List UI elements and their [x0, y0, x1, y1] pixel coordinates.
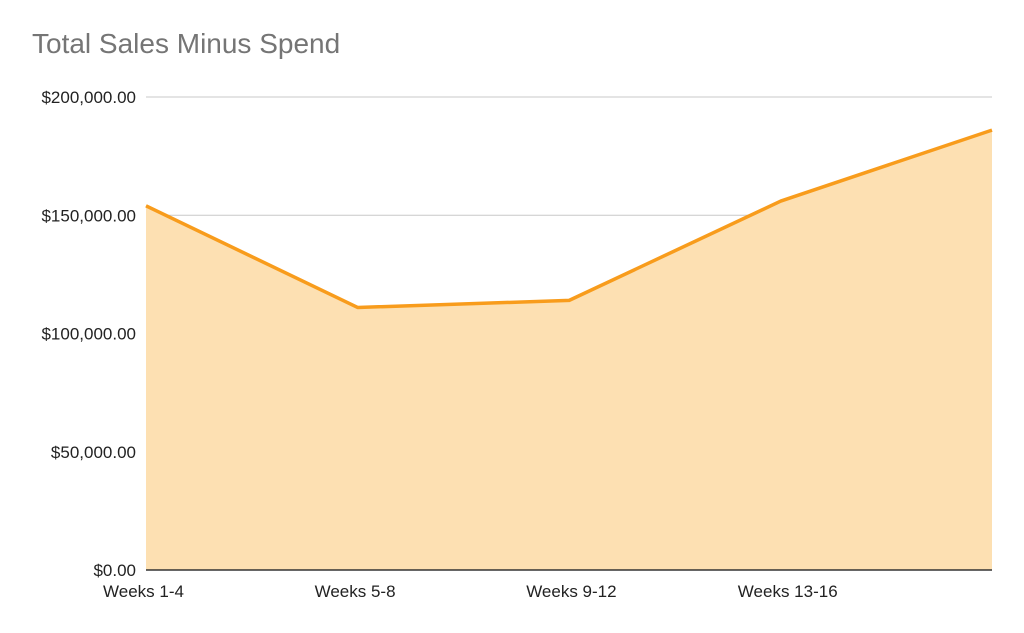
y-tick-label: $0.00 [93, 561, 136, 580]
x-tick-label: Weeks 5-8 [315, 582, 396, 601]
series-line [145, 128, 993, 310]
series-area-fill [146, 130, 992, 571]
y-tick-label: $50,000.00 [51, 443, 136, 462]
area-fill-layer [146, 130, 992, 571]
x-tick-label: Weeks 13-16 [738, 582, 838, 601]
y-axis-labels: $0.00 $50,000.00 $100,000.00 $150,000.00 $20… [41, 88, 136, 580]
x-axis-labels: Weeks 1-4 Weeks 5-8 Weeks 9-12 Weeks 13-16 [103, 582, 838, 601]
x-tick-label: Weeks 1-4 [103, 582, 184, 601]
y-tick-label: $100,000.00 [41, 325, 136, 344]
series-line-layer [145, 128, 993, 310]
y-tick-label: $150,000.00 [41, 206, 136, 225]
chart-title: Total Sales Minus Spend [32, 28, 341, 59]
x-tick-label: Weeks 9-12 [526, 582, 616, 601]
y-tick-label: $200,000.00 [41, 88, 136, 107]
